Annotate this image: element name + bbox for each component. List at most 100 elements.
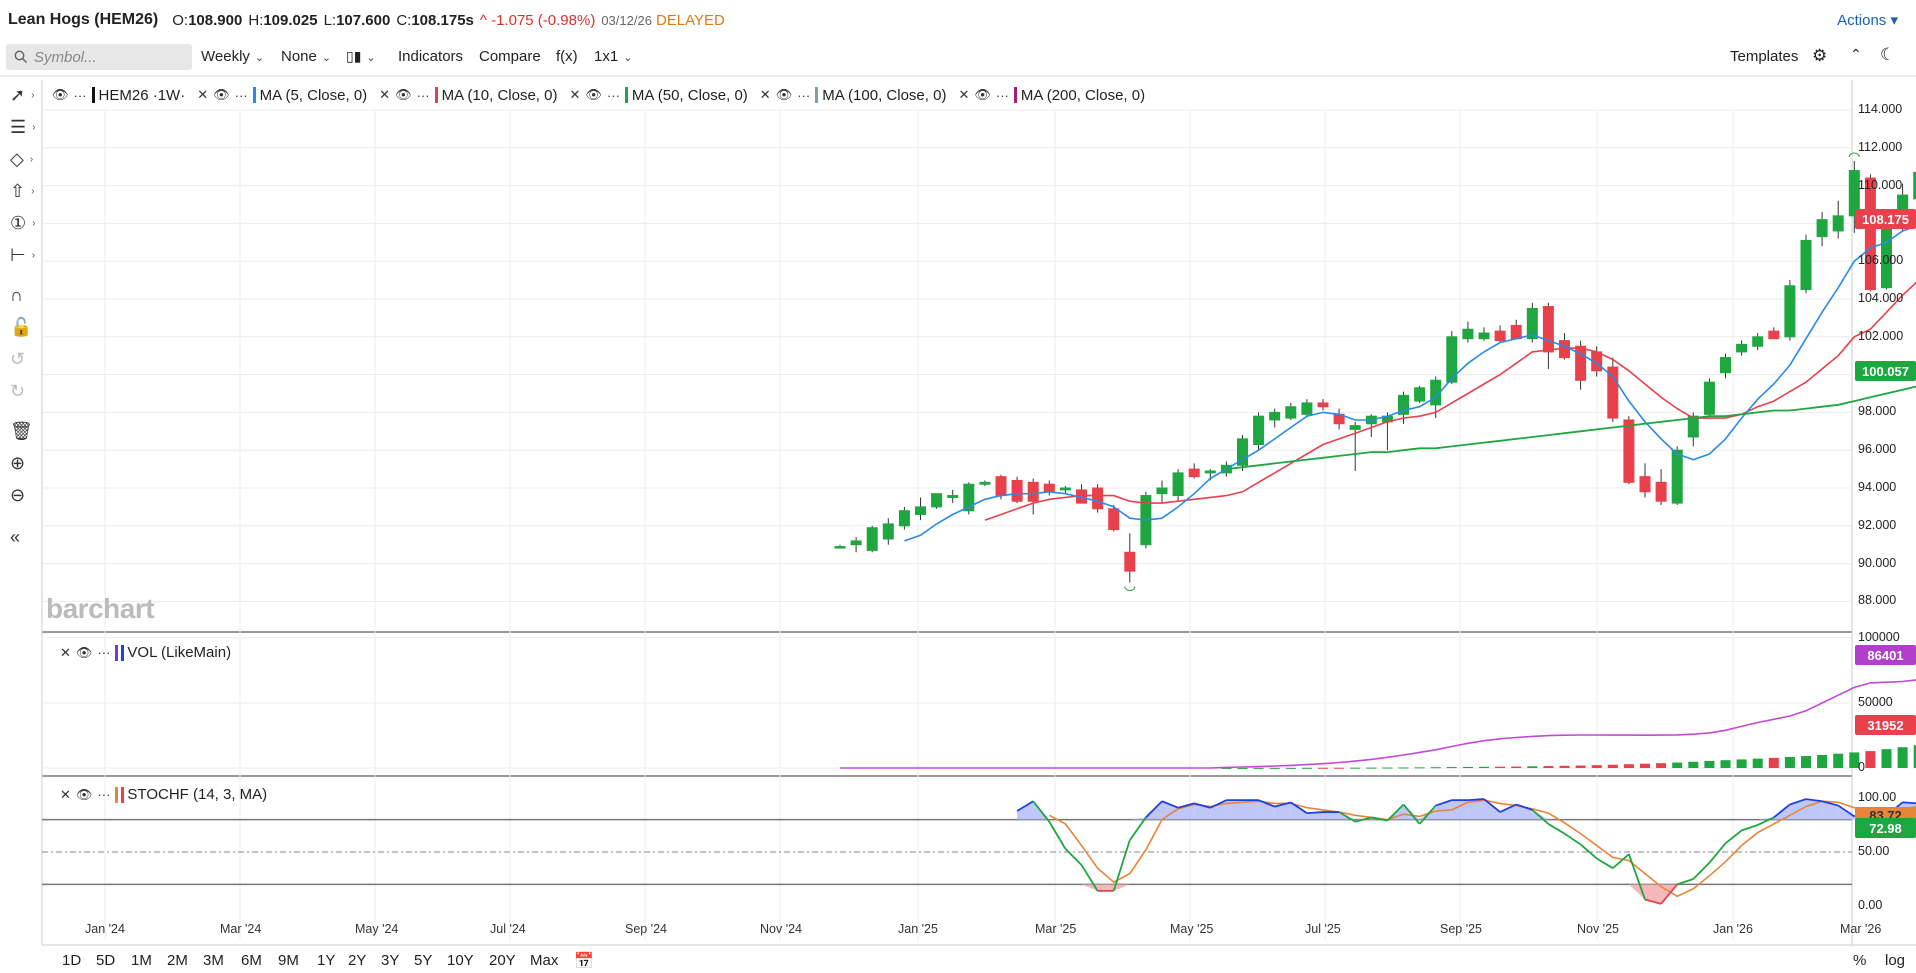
- timeframe-1d[interactable]: 1D: [62, 952, 82, 969]
- timeframe-2m[interactable]: 2M: [167, 952, 188, 969]
- timeframe-6m[interactable]: 6M: [241, 952, 262, 969]
- quote-date: 03/12/26: [601, 12, 652, 28]
- actions-menu[interactable]: Actions ▾: [1837, 12, 1898, 29]
- candle-body: [1446, 336, 1458, 383]
- axis-tick-label: 96.000: [1858, 442, 1897, 457]
- zoom-in-icon[interactable]: ⊕: [10, 452, 26, 473]
- ohlc-close: C:108.175s: [396, 11, 474, 29]
- indicators-button[interactable]: Indicators: [398, 48, 464, 65]
- layout-dropdown[interactable]: 1x1 ⌄: [594, 48, 633, 65]
- stoch-k-segment: [1016, 800, 1034, 812]
- stoch-k-segment: [1612, 853, 1630, 869]
- templates-button[interactable]: Templates: [1730, 48, 1799, 65]
- stoch-k-segment: [1837, 804, 1855, 818]
- axis-tick-label: 114.000: [1858, 102, 1903, 116]
- stoch-k-segment: [1467, 798, 1485, 802]
- ohlc-open: O:108.900: [172, 11, 243, 29]
- volume-bar: [1640, 763, 1650, 768]
- candle-body: [1848, 169, 1860, 217]
- dark-mode-icon[interactable]: ☾: [1880, 45, 1896, 64]
- timeframe-9m[interactable]: 9M: [278, 952, 299, 969]
- candle-body: [915, 506, 926, 515]
- timeframe-bar: 1D 5D 1M 2M 3M 6M 9M 1Y 2Y 3Y 5Y 10Y 20Y Max 📅 % log: [0, 948, 1916, 973]
- measure-tool-icon[interactable]: ⊢ ›: [10, 244, 36, 265]
- settings-icon[interactable]: ⚙: [1812, 46, 1828, 65]
- candle-body: [1349, 425, 1361, 430]
- stoch-k-segment: [1258, 799, 1276, 808]
- stoch-k-segment: [1515, 803, 1533, 811]
- candle-body: [1188, 468, 1200, 478]
- stoch-k-segment: [1708, 842, 1727, 864]
- collapse-up-icon[interactable]: ⌃: [1850, 46, 1862, 62]
- zoom-out-icon[interactable]: ⊖: [10, 484, 26, 505]
- candle-body: [1720, 357, 1731, 374]
- period-dropdown[interactable]: Weekly ⌄: [201, 48, 265, 65]
- legend-item[interactable]: ✕ 👁 ··· MA (10, Close, 0): [379, 87, 557, 104]
- candle-body: [1913, 171, 1916, 200]
- stoch-k-segment: [1048, 821, 1067, 850]
- chart-type-dropdown[interactable]: ▯▮ ⌄: [346, 48, 376, 65]
- trash-icon[interactable]: 🗑: [10, 420, 33, 441]
- volume-bar: [1752, 758, 1763, 768]
- overbought-fill: [1242, 800, 1259, 820]
- x-tick-label: Jul '25: [1305, 922, 1341, 936]
- timeframe-2y[interactable]: 2Y: [348, 952, 367, 969]
- overbought-fill: [1258, 800, 1275, 820]
- undo-icon[interactable]: ↺: [10, 348, 26, 369]
- symbol-input[interactable]: Symbol...: [34, 48, 97, 66]
- axis-tick-label: 100.00: [1858, 790, 1897, 804]
- candle-body: [1864, 177, 1876, 291]
- magnet-icon[interactable]: ∩: [10, 284, 23, 305]
- timeframe-3y[interactable]: 3Y: [381, 952, 400, 969]
- stoch-k-segment: [1580, 843, 1598, 860]
- legend-item[interactable]: ✕ 👁 ··· MA (100, Close, 0): [760, 87, 947, 104]
- legend-label: HEM26 ·1W·: [98, 86, 186, 104]
- compare-button[interactable]: Compare: [479, 48, 541, 65]
- percent-toggle[interactable]: %: [1853, 952, 1867, 969]
- chevron-down-icon: ⌄: [623, 52, 633, 64]
- timeframe-5y[interactable]: 5Y: [414, 952, 433, 969]
- legend-item[interactable]: 👁 ··· HEM26 ·1W·: [52, 87, 185, 104]
- fib-tool-icon[interactable]: ☰ ›: [10, 116, 36, 137]
- timeframe-10y[interactable]: 10Y: [447, 952, 474, 969]
- candle-body: [1800, 239, 1812, 291]
- collapse-rail-icon[interactable]: «: [10, 526, 21, 547]
- symbol-search[interactable]: Symbol...: [6, 44, 192, 70]
- timeframe-1y[interactable]: 1Y: [317, 952, 336, 969]
- candle-body: [1237, 438, 1248, 466]
- log-toggle[interactable]: log: [1885, 952, 1906, 969]
- fx-button[interactable]: f(x): [556, 48, 578, 65]
- timeframe-20y[interactable]: 20Y: [489, 952, 516, 969]
- redo-icon[interactable]: ↻: [10, 380, 26, 401]
- axis-tick-label: 90.000: [1858, 555, 1897, 570]
- legend-item[interactable]: ✕ 👁 ··· MA (50, Close, 0): [569, 87, 747, 104]
- timeframe-3m[interactable]: 3M: [203, 952, 224, 969]
- candle-body: [1011, 479, 1023, 502]
- candle-body: [1816, 219, 1828, 238]
- x-tick-label: Nov '25: [1577, 922, 1619, 936]
- legend-item[interactable]: ✕ 👁 ··· MA (5, Close, 0): [197, 87, 367, 104]
- stoch-k-tag: 72.98: [1855, 818, 1916, 838]
- timeframe-1m[interactable]: 1M: [131, 952, 152, 969]
- volume-bar: [1623, 764, 1634, 768]
- overbought-fill: [1274, 802, 1291, 820]
- overlay-dropdown[interactable]: None ⌄: [281, 48, 332, 65]
- unlock-icon[interactable]: 🔓: [10, 316, 33, 337]
- overbought-fill: [1226, 800, 1243, 820]
- legend-item[interactable]: ✕ 👁 ··· MA (200, Close, 0): [958, 87, 1145, 104]
- candle-body: [1655, 481, 1667, 502]
- arrow-tool-icon[interactable]: ⇧ ›: [10, 180, 35, 201]
- timeframe-5d[interactable]: 5D: [96, 952, 116, 969]
- candle-body: [1784, 285, 1796, 338]
- stoch-k-segment: [1080, 864, 1099, 892]
- annotation-tool-icon[interactable]: ① ›: [10, 212, 36, 233]
- candle-body: [1204, 470, 1216, 474]
- overbought-fill: [1419, 805, 1436, 820]
- timeframe-max[interactable]: Max: [530, 952, 559, 969]
- line-tool-icon[interactable]: ➚ ›: [10, 84, 35, 105]
- x-tick-label: Nov '24: [760, 922, 802, 936]
- shapes-tool-icon[interactable]: ◇ ›: [10, 148, 34, 169]
- calendar-icon[interactable]: 📅: [574, 953, 594, 970]
- more-icon: ···: [797, 87, 811, 103]
